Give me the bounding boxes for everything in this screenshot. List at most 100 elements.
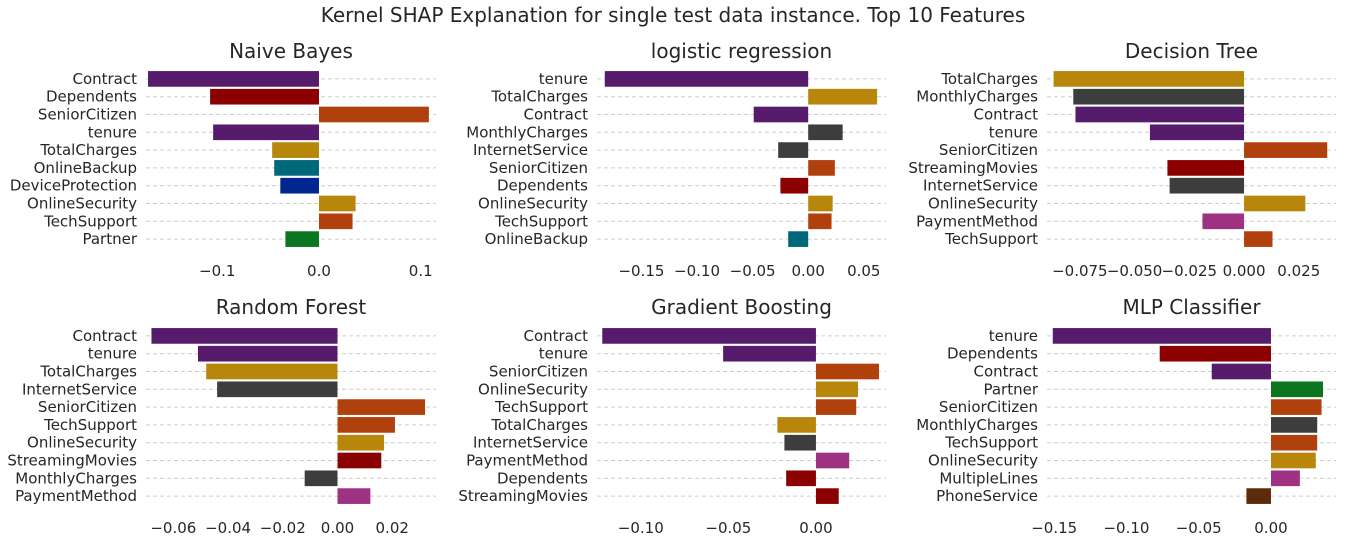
xtick-label: −0.15	[618, 262, 664, 280]
ytick-label: InternetService	[473, 434, 588, 452]
xtick-label: 0.00	[791, 262, 824, 280]
xtick-label: −0.10	[1103, 519, 1149, 537]
bar-TotalCharges	[808, 88, 878, 105]
xtick-label: 0.02	[376, 519, 409, 537]
ytick-label: TotalCharges	[490, 416, 588, 434]
ytick-label: Partner	[983, 380, 1038, 398]
bar-MonthlyCharges	[1073, 88, 1245, 105]
ytick-label: TechSupport	[944, 230, 1038, 248]
chart-title: MLP Classifier	[1122, 295, 1261, 319]
bar-TechSupport	[1244, 231, 1273, 247]
bar-OnlineSecurity	[1244, 195, 1306, 212]
xtick-label: −0.04	[205, 519, 251, 537]
bar-Contract	[602, 328, 816, 344]
ytick-label: TechSupport	[494, 398, 588, 416]
ytick-label: OnlineSecurity	[928, 195, 1038, 213]
bar-Dependents	[210, 88, 319, 105]
bar-SeniorCitizen	[815, 363, 879, 380]
ytick-label: PaymentMethod	[15, 487, 137, 505]
ytick-label: Dependents	[497, 469, 588, 487]
xtick-label: 0.000	[1223, 262, 1266, 280]
chart-title: logistic regression	[651, 39, 832, 63]
bar-tenure	[604, 71, 809, 87]
ytick-label: MonthlyCharges	[916, 88, 1038, 106]
bar-SeniorCitizen	[808, 160, 835, 176]
ytick-label: SeniorCitizen	[38, 106, 137, 124]
bar-OnlineBackup	[788, 231, 809, 247]
bar-MultipleLines	[1270, 470, 1300, 487]
xtick-label: −0.05	[730, 262, 776, 280]
bar-Dependents	[780, 177, 809, 194]
xtick-label: 0.05	[847, 262, 880, 280]
ytick-label: StreamingMovies	[458, 487, 588, 505]
ytick-label: Contract	[523, 106, 588, 124]
bar-TotalCharges	[1053, 71, 1245, 87]
ytick-label: TotalCharges	[940, 70, 1038, 88]
bar-Contract	[753, 106, 809, 123]
ytick-label: OnlineSecurity	[27, 434, 137, 452]
xtick-label: 0.025	[1277, 262, 1320, 280]
xtick-label: −0.1	[199, 262, 235, 280]
chart-title: Naive Bayes	[229, 39, 353, 63]
xtick-label: 0.00	[799, 519, 832, 537]
ytick-label: PhoneService	[936, 487, 1038, 505]
xtick-label: −0.025	[1162, 262, 1218, 280]
bar-Partner	[1270, 381, 1323, 398]
bar-OnlineSecurity	[815, 381, 858, 398]
ytick-label: tenure	[989, 327, 1038, 345]
ytick-label: OnlineSecurity	[27, 195, 137, 213]
chart-panel-6: MLP Classifier tenureDependentsContractPa…	[916, 295, 1336, 537]
bar-MonthlyCharges	[304, 470, 338, 487]
ytick-label: TotalCharges	[490, 88, 588, 106]
xtick-label: −0.15	[1031, 519, 1077, 537]
bar-StreamingMovies	[337, 452, 382, 469]
figure-suptitle: Kernel SHAP Explanation for single test …	[321, 3, 1026, 27]
ytick-label: Contract	[72, 327, 137, 345]
bar-tenure	[213, 124, 319, 141]
chart-panel-3: Decision Tree TotalChargesMonthlyChargesC…	[908, 39, 1336, 280]
ytick-label: Partner	[82, 230, 137, 248]
xtick-label: 0.1	[409, 262, 433, 280]
ytick-label: TotalCharges	[39, 141, 137, 159]
bar-TotalCharges	[777, 417, 816, 433]
bar-Contract	[148, 71, 319, 87]
bar-TechSupport	[1270, 434, 1318, 451]
ytick-label: InternetService	[22, 380, 137, 398]
bar-tenure	[197, 345, 338, 362]
bar-tenure	[1052, 328, 1271, 344]
xtick-label: −0.05	[1176, 519, 1222, 537]
xtick-label: 0.00	[1254, 519, 1287, 537]
chart-panel-1: Naive Bayes ContractDependentsSeniorCitiz…	[10, 39, 436, 280]
chart-panel-2: logistic regression tenureTotalChargesCon…	[466, 39, 886, 280]
ytick-label: tenure	[539, 70, 588, 88]
bar-PhoneService	[1246, 488, 1271, 504]
ytick-label: tenure	[539, 345, 588, 363]
bar-SeniorCitizen	[337, 399, 426, 415]
ytick-label: Contract	[973, 106, 1038, 124]
ytick-label: InternetService	[923, 177, 1038, 195]
ytick-label: tenure	[88, 345, 137, 363]
bar-OnlineSecurity	[318, 195, 356, 212]
xtick-label: −0.075	[1052, 262, 1108, 280]
bar-OnlineSecurity	[1270, 452, 1316, 469]
bar-SeniorCitizen	[1244, 142, 1328, 158]
bar-TotalCharges	[206, 363, 338, 380]
bar-SeniorCitizen	[318, 106, 429, 123]
bar-PaymentMethod	[337, 488, 371, 504]
ytick-label: TechSupport	[494, 212, 588, 230]
bar-DeviceProtection	[280, 177, 319, 194]
bar-InternetService	[1169, 177, 1245, 194]
xtick-label: 0.0	[307, 262, 331, 280]
bar-TechSupport	[318, 213, 353, 230]
bar-TechSupport	[808, 213, 832, 230]
ytick-label: PaymentMethod	[916, 212, 1038, 230]
bar-OnlineBackup	[274, 160, 319, 176]
ytick-label: DeviceProtection	[10, 177, 137, 195]
ytick-label: TechSupport	[43, 212, 137, 230]
xtick-label: −0.050	[1107, 262, 1163, 280]
ytick-label: SeniorCitizen	[489, 159, 588, 177]
bar-Contract	[151, 328, 338, 344]
ytick-label: Dependents	[947, 345, 1038, 363]
bar-InternetService	[778, 142, 809, 158]
